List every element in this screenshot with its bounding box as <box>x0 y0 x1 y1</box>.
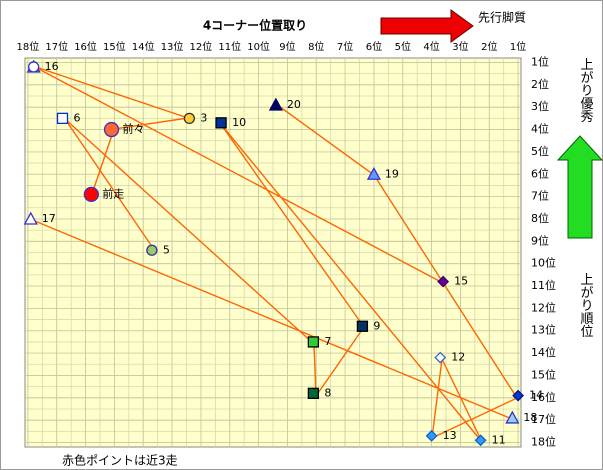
point-label: 10 <box>232 116 246 129</box>
top-note: 先行脚質 <box>478 10 526 25</box>
point <box>28 61 40 73</box>
point-label: 3 <box>200 111 207 124</box>
point-label: 7 <box>324 335 331 348</box>
point <box>437 275 450 288</box>
x-tick-label: 5位 <box>395 40 411 53</box>
arrow-right <box>380 9 474 43</box>
y-tick-label: 4位 <box>531 122 549 136</box>
point-label: 20 <box>287 98 301 111</box>
point <box>215 117 227 129</box>
x-tick-label: 17位 <box>45 40 68 53</box>
points: 16 3 前々 10 20 6 前走 19 17 5 15 9 7 12 8 14 18 13 11 <box>23 59 543 447</box>
y-tick-label: 5位 <box>531 144 549 158</box>
point <box>366 166 382 180</box>
point-label: 19 <box>385 167 399 180</box>
x-tick-label: 8位 <box>308 40 324 53</box>
y-tick-label: 12位 <box>531 300 556 314</box>
x-tick-label: 12位 <box>190 40 213 53</box>
point <box>474 434 487 447</box>
point-label: 前走 <box>102 186 124 200</box>
point <box>356 320 369 332</box>
point <box>83 186 99 203</box>
x-tick-label: 10位 <box>247 40 270 53</box>
x-tick-label: 4位 <box>423 40 439 53</box>
x-tick-label: 7位 <box>337 40 353 53</box>
x-tick-label: 1位 <box>510 40 526 53</box>
y-tick-label: 1位 <box>531 54 549 68</box>
point-label: 6 <box>73 111 80 124</box>
y-tick-label: 7位 <box>531 189 549 203</box>
point-label: 8 <box>324 386 331 399</box>
point <box>512 389 525 402</box>
point-label: 11 <box>492 433 506 446</box>
x-tick-label: 14位 <box>132 40 155 53</box>
y-tick-label: 14位 <box>531 345 556 359</box>
x-tick-label: 13位 <box>161 40 184 53</box>
y-tick-label: 13位 <box>531 323 556 337</box>
point-label: 5 <box>163 243 170 256</box>
point-label: 13 <box>443 429 457 442</box>
point <box>146 244 158 256</box>
x-tick-label: 9位 <box>279 40 295 53</box>
point-label: 12 <box>451 351 465 364</box>
point-label: 9 <box>373 319 380 332</box>
point <box>434 351 447 364</box>
point <box>56 112 69 125</box>
y-tick-label: 6位 <box>531 166 549 180</box>
chart-title: 4コーナー位置取り <box>203 18 307 33</box>
point-label: 前々 <box>123 122 145 136</box>
right-note-top: 上がり優秀 <box>578 58 594 124</box>
point <box>307 336 320 348</box>
y-tick-label: 11位 <box>531 278 556 292</box>
arrow-up <box>556 135 603 239</box>
point <box>268 97 283 111</box>
x-tick-label: 2位 <box>481 40 497 53</box>
point-label: 17 <box>42 212 56 225</box>
point <box>425 429 438 442</box>
y-tick-label: 3位 <box>531 99 549 113</box>
point <box>103 121 120 138</box>
y-tick-label: 15位 <box>531 367 556 381</box>
point <box>505 410 520 424</box>
y-tick-label: 8位 <box>531 211 549 225</box>
bottom-note: 赤色ポイントは近3走 <box>62 454 178 468</box>
grid <box>25 58 521 447</box>
x-tick-label: 15位 <box>103 40 126 53</box>
point-label: 15 <box>454 275 468 288</box>
right-note-bottom: 上がり順位 <box>578 273 594 338</box>
y-tick-label: 18位 <box>531 435 556 449</box>
point <box>23 211 38 225</box>
y-tick-label: 17位 <box>531 412 556 426</box>
y-tick-label: 2位 <box>531 77 549 91</box>
point-label: 18 <box>523 411 537 424</box>
y-tick-label: 16位 <box>531 390 556 404</box>
point-label: 14 <box>529 389 543 402</box>
x-tick-label: 6位 <box>366 40 382 53</box>
y-tick-label: 9位 <box>531 233 549 247</box>
x-tick-label: 3位 <box>452 40 468 53</box>
point-label: 16 <box>45 60 59 73</box>
y-tick-label: 10位 <box>531 256 556 270</box>
x-tick-label: 11位 <box>218 40 241 53</box>
point <box>307 387 320 399</box>
x-tick-label: 16位 <box>74 40 97 53</box>
point <box>183 112 196 125</box>
x-tick-label: 18位 <box>17 40 40 53</box>
